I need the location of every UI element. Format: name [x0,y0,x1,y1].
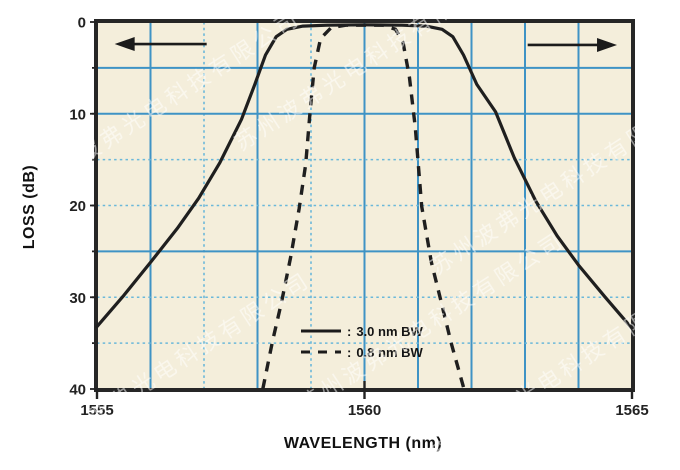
dashed-line-swatch [301,350,341,354]
left-arrow-head [114,37,135,52]
series-curve-dashed [261,23,466,390]
y-tick-label: 40 [69,382,86,399]
y-tick-label: 30 [69,290,86,307]
y-axis-title: LOSS (dB) [21,164,38,250]
y-tick-label: 10 [69,106,86,123]
right-arrow-head [597,37,618,52]
legend-item-dashed: : 0.8 nm BW [300,343,423,361]
x-axis-title: WAVELENGTH (nm) [283,435,443,452]
x-tick-label: 1560 [348,402,381,419]
y-tick-label: 0 [78,15,86,32]
legend-separator: : [347,344,352,360]
legend-label-solid: 3.0 nm BW [356,323,423,339]
legend-label-dashed: 0.8 nm BW [356,344,423,360]
x-tick-label: 1555 [80,402,113,419]
y-tick-label: 20 [69,198,86,215]
solid-line-swatch [301,329,341,333]
legend: : 3.0 nm BW : 0.8 nm BW [300,322,423,361]
legend-separator: : [347,323,352,339]
legend-item-solid: : 3.0 nm BW [300,322,423,340]
x-tick-label: 1565 [615,402,648,419]
curves-group [95,23,634,390]
